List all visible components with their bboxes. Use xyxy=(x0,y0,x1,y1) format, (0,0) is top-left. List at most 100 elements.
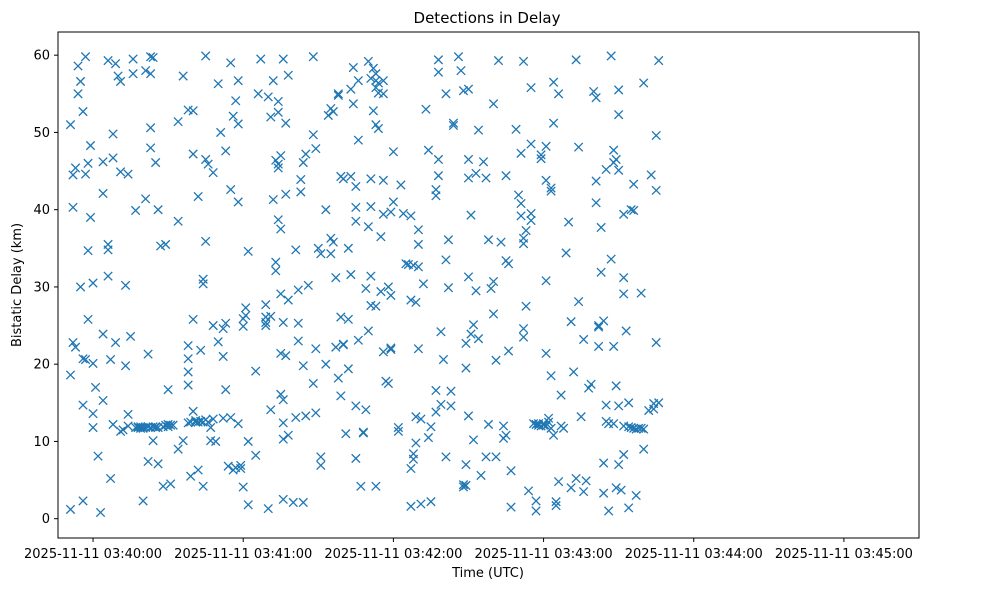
data-point xyxy=(103,55,113,66)
data-point xyxy=(163,385,173,395)
data-point xyxy=(498,421,509,431)
data-point xyxy=(276,224,286,234)
data-point xyxy=(316,460,326,471)
data-point xyxy=(463,173,474,183)
data-point xyxy=(293,336,303,346)
data-point xyxy=(123,409,133,420)
y-tick-label: 20 xyxy=(33,358,50,373)
data-point xyxy=(461,338,471,348)
data-point xyxy=(481,173,491,183)
data-point xyxy=(143,349,153,359)
data-point xyxy=(293,318,303,328)
data-point xyxy=(376,286,386,297)
data-point xyxy=(541,141,551,151)
data-point xyxy=(629,179,639,189)
data-point xyxy=(644,405,654,416)
data-point xyxy=(463,84,474,94)
data-point xyxy=(541,348,551,359)
data-point xyxy=(626,422,636,433)
data-point xyxy=(78,354,88,364)
data-point xyxy=(125,331,136,342)
data-point xyxy=(426,497,436,507)
data-point xyxy=(448,120,459,131)
data-point xyxy=(140,65,151,76)
data-point xyxy=(328,237,338,247)
data-point xyxy=(361,405,371,415)
data-point xyxy=(241,310,251,321)
data-point xyxy=(468,320,479,330)
data-point xyxy=(548,430,559,440)
data-point xyxy=(158,481,168,491)
data-point xyxy=(363,326,374,336)
data-point xyxy=(110,59,121,69)
data-point xyxy=(140,194,151,204)
data-point xyxy=(526,139,536,149)
data-point xyxy=(576,412,586,422)
data-point xyxy=(591,198,601,208)
data-point xyxy=(526,215,536,226)
data-point xyxy=(366,271,376,281)
data-point xyxy=(273,215,283,225)
data-point xyxy=(203,159,213,169)
data-point xyxy=(83,245,93,256)
data-point xyxy=(546,186,556,196)
data-point xyxy=(88,408,98,419)
data-point xyxy=(268,76,278,86)
data-point xyxy=(223,461,233,471)
data-point xyxy=(73,61,83,71)
data-point xyxy=(261,320,271,331)
data-point xyxy=(361,283,371,294)
data-point xyxy=(393,426,404,437)
data-point xyxy=(613,459,624,470)
data-point xyxy=(296,187,306,197)
data-point xyxy=(185,471,196,481)
data-point xyxy=(201,51,211,61)
data-point xyxy=(491,355,501,365)
data-point xyxy=(328,106,338,117)
data-point xyxy=(503,259,514,269)
data-point xyxy=(65,504,76,515)
data-point xyxy=(473,334,484,344)
data-point xyxy=(198,481,208,491)
data-point xyxy=(603,506,614,516)
data-point xyxy=(571,55,581,65)
data-point xyxy=(173,444,183,454)
data-point xyxy=(90,382,101,393)
data-point xyxy=(266,405,276,415)
data-point xyxy=(276,348,286,359)
data-point xyxy=(351,181,361,192)
data-point xyxy=(301,411,311,421)
data-point xyxy=(93,451,103,461)
data-point xyxy=(608,341,619,352)
data-point xyxy=(311,143,321,154)
data-point xyxy=(198,274,208,284)
data-point xyxy=(463,154,474,165)
data-point xyxy=(483,235,494,245)
data-point xyxy=(278,418,288,428)
data-point xyxy=(253,89,263,99)
data-point xyxy=(278,434,288,444)
data-point xyxy=(386,343,396,353)
data-point xyxy=(624,398,634,408)
data-point xyxy=(426,422,436,432)
data-point xyxy=(436,327,446,337)
y-axis: 0 10 20 30 40 50 60 xyxy=(33,49,58,527)
data-point xyxy=(413,225,424,235)
data-point xyxy=(516,211,526,221)
data-point xyxy=(226,412,236,423)
data-point xyxy=(78,496,88,506)
data-point xyxy=(351,401,361,411)
data-point xyxy=(343,364,353,374)
data-point xyxy=(378,347,389,357)
data-point xyxy=(221,318,231,328)
data-point xyxy=(371,481,381,491)
data-point xyxy=(616,485,626,495)
data-point xyxy=(261,300,271,310)
data-point xyxy=(333,89,343,99)
data-point xyxy=(203,417,213,427)
data-point xyxy=(368,63,379,73)
data-point xyxy=(80,169,91,179)
data-point xyxy=(263,92,273,102)
data-point xyxy=(521,301,531,311)
data-point xyxy=(608,419,619,429)
